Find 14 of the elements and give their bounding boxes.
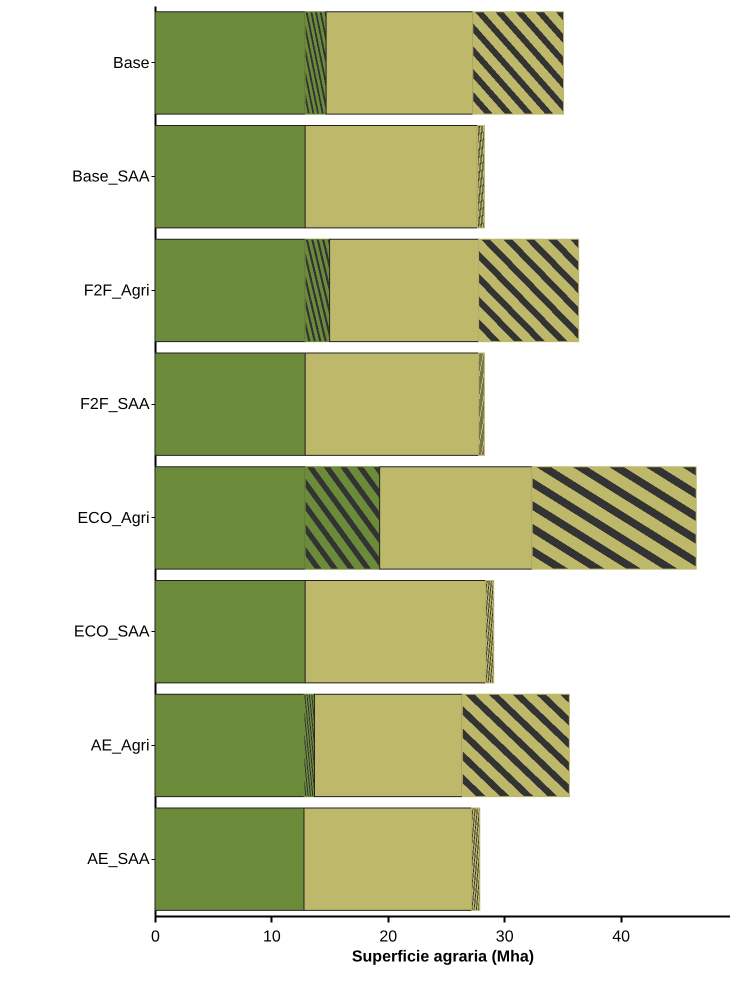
y-tick-label: ECO_Agri <box>77 510 150 527</box>
y-tick-label: Base <box>113 54 150 72</box>
x-tick-label: 10 <box>263 928 281 946</box>
y-tick-label: AE_Agri <box>90 737 150 754</box>
x-tick-label: 20 <box>379 928 398 946</box>
y-tick-label: F2F_Agri <box>84 282 150 300</box>
x-axis-title: Superficie agraria (Mha) <box>352 948 534 966</box>
x-tick-label: 30 <box>496 928 514 946</box>
x-tick-label: 0 <box>151 928 160 946</box>
x-tick-label: 40 <box>612 928 630 946</box>
y-tick-label: AE_SAA <box>87 851 150 868</box>
y-tick-label: F2F_SAA <box>80 396 150 414</box>
y-tick-label: Base_SAA <box>72 168 150 186</box>
y-tick-label: ECO_SAA <box>74 624 150 641</box>
